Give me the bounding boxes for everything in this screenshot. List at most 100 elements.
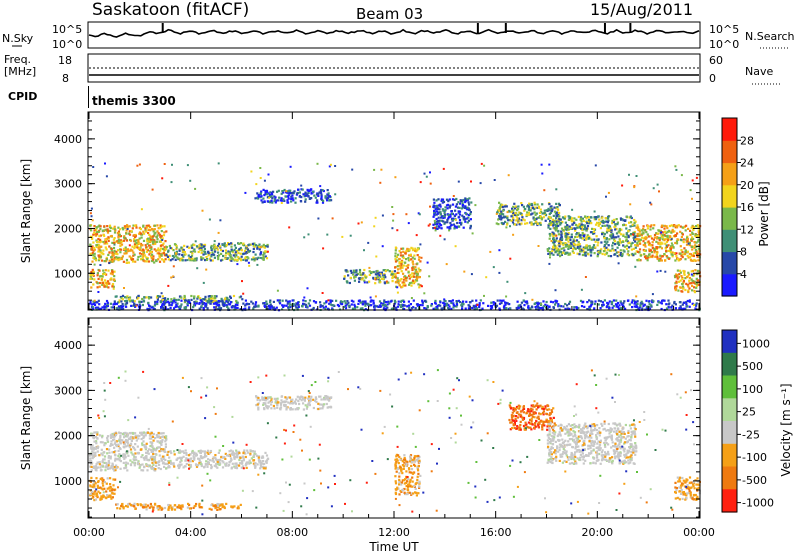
nave-tick-top: 60 [709, 54, 723, 67]
cbar-swatch-0-4 [722, 184, 737, 208]
velocity-cbar-label: Velocity [m s⁻¹] [779, 383, 793, 476]
cbar-tick-label-0-6: 28 [740, 134, 754, 147]
freq-tick-top: 18 [58, 54, 72, 67]
nsearch-label: N.Search [745, 30, 795, 43]
time-tick-label-0: 00:00 [73, 526, 105, 539]
power-data [89, 162, 702, 312]
feature-1-5 [394, 453, 422, 497]
power-y-axis: 1000 2000 3000 4000 [54, 120, 700, 310]
vcbar-tick-label-7: -1000 [742, 497, 774, 510]
feature-0-12 [89, 299, 701, 312]
power-panel: 1000 2000 3000 4000 Slant Range [km] 4 8 12 16… [19, 111, 771, 312]
ytick-label-1-0: 1000 [54, 475, 82, 488]
vcbar-swatch-1 [722, 352, 737, 377]
vcbar-tick-label-3: 25 [742, 406, 756, 419]
velocity-xlabel: Time UT [368, 540, 419, 554]
ytick-label-1-1: 2000 [54, 430, 82, 443]
cpid-value: themis 3300 [92, 94, 176, 108]
feature-0-9 [546, 215, 638, 258]
nave-tick-bottom: 0 [709, 72, 716, 85]
cbar-swatch-0-2 [722, 229, 737, 253]
vcbar-frame [721, 329, 738, 513]
time-tick-label-2: 08:00 [276, 526, 308, 539]
vcbar-swatch-6 [722, 466, 737, 490]
velocity-x-axis: 00:00 04:00 08:00 12:00 16:00 20:00 00:00 [73, 318, 715, 539]
feature-1-7 [546, 422, 638, 465]
freq-label: Freq. [4, 53, 31, 66]
time-tick-label-4: 16:00 [480, 526, 512, 539]
cpid-label: CPID [8, 90, 37, 103]
station-title: Saskatoon (fitACF) [92, 0, 249, 20]
freq-unit-label: [MHz] [4, 65, 36, 78]
nsky-spikes [161, 23, 632, 33]
nsearch-tick-bottom: 10^0 [709, 38, 739, 51]
feature-0-6 [394, 246, 422, 289]
vcbar-tick-label-1: 500 [742, 360, 763, 373]
cpid-row: CPID themis 3300 [8, 86, 176, 108]
power-ylabel: Slant Range [km] [19, 159, 33, 263]
cbar-tick-label-0-4: 20 [740, 179, 754, 192]
time-tick-label-3: 12:00 [378, 526, 410, 539]
nsky-tick-bottom: 10^0 [52, 38, 82, 51]
nsky-label: N.Sky [2, 32, 34, 45]
freq-tick-bottom: 8 [62, 72, 69, 85]
ytick-label-0-2: 3000 [54, 178, 82, 191]
feature-1-3 [166, 449, 270, 470]
feature-0-8 [495, 201, 562, 227]
feature-0-1 [89, 268, 116, 289]
velocity-data [89, 369, 701, 516]
noise-1 [91, 369, 695, 516]
freq-panel: Freq. [MHz] 18 8 60 0 Nave [4, 53, 780, 85]
feature-1-6 [508, 404, 556, 431]
velocity-y-axis: 1000 2000 3000 4000 [54, 326, 700, 518]
feature-0-3 [165, 242, 269, 262]
feature-1-2 [115, 502, 242, 511]
vcbar-tick-label-5: -100 [742, 451, 767, 464]
velocity-panel: 1000 2000 3000 4000 00:00 04:00 08:00 12:00 16:… [19, 317, 793, 554]
nsky-trace [88, 28, 700, 38]
cbar-tick-label-0-2: 12 [740, 223, 754, 236]
cbar-swatch-0-1 [722, 251, 737, 275]
power-cbar-label: Power [dB] [757, 181, 771, 246]
vcbar-swatch-5 [722, 443, 737, 468]
vcbar-swatch-7 [722, 489, 737, 513]
vcbar-tick-label-0: 1000 [742, 337, 770, 350]
velocity-ylabel: Slant Range [km] [19, 366, 33, 470]
ytick-label-0-1: 2000 [54, 222, 82, 235]
velocity-colorbar: 1000 500 100 25 -25 -100 -500 -1000 [721, 329, 774, 513]
cbar-swatch-0-3 [722, 207, 737, 230]
cbar-tick-label-0-1: 8 [740, 246, 747, 259]
time-tick-label-6: 00:00 [683, 526, 715, 539]
cbar-swatch-0-5 [722, 162, 737, 186]
cbar-tick-label-0-3: 16 [740, 201, 754, 214]
feature-1-4 [255, 395, 333, 411]
cbar-tick-label-0-5: 24 [740, 157, 754, 170]
cbar-swatch-0-7 [722, 118, 737, 141]
power-x-ticks [88, 112, 700, 310]
feature-1-0 [89, 431, 168, 472]
feature-0-7 [432, 197, 473, 230]
date-label: 15/Aug/2011 [590, 0, 693, 19]
feature-0-11 [673, 269, 702, 294]
power-colorbar: 4 8 12 16 20 24 28 [721, 117, 754, 297]
feature-0-5 [343, 268, 396, 285]
feature-0-10 [635, 224, 702, 262]
cbar-tick-label-0-0: 4 [740, 268, 747, 281]
cbar-swatch-0-6 [722, 140, 737, 164]
nsearch-tick-top: 10^5 [709, 23, 739, 36]
feature-0-0 [89, 224, 168, 265]
vcbar-swatch-4 [722, 421, 737, 445]
nsky-panel: N.Sky 10^5 10^0 10^5 10^0 N.Search [2, 21, 795, 51]
cbar-swatch-0-0 [722, 273, 737, 297]
ytick-label-0-0: 1000 [54, 267, 82, 280]
noise-0 [89, 162, 698, 307]
ytick-label-1-2: 3000 [54, 384, 82, 397]
feature-1-8 [674, 476, 701, 501]
feature-1-1 [89, 476, 117, 502]
vcbar-swatch-0 [722, 330, 737, 354]
vcbar-tick-label-6: -500 [742, 474, 767, 487]
ytick-label-0-3: 4000 [54, 133, 82, 146]
beam-label: Beam 03 [356, 5, 423, 23]
vcbar-swatch-3 [722, 398, 737, 422]
